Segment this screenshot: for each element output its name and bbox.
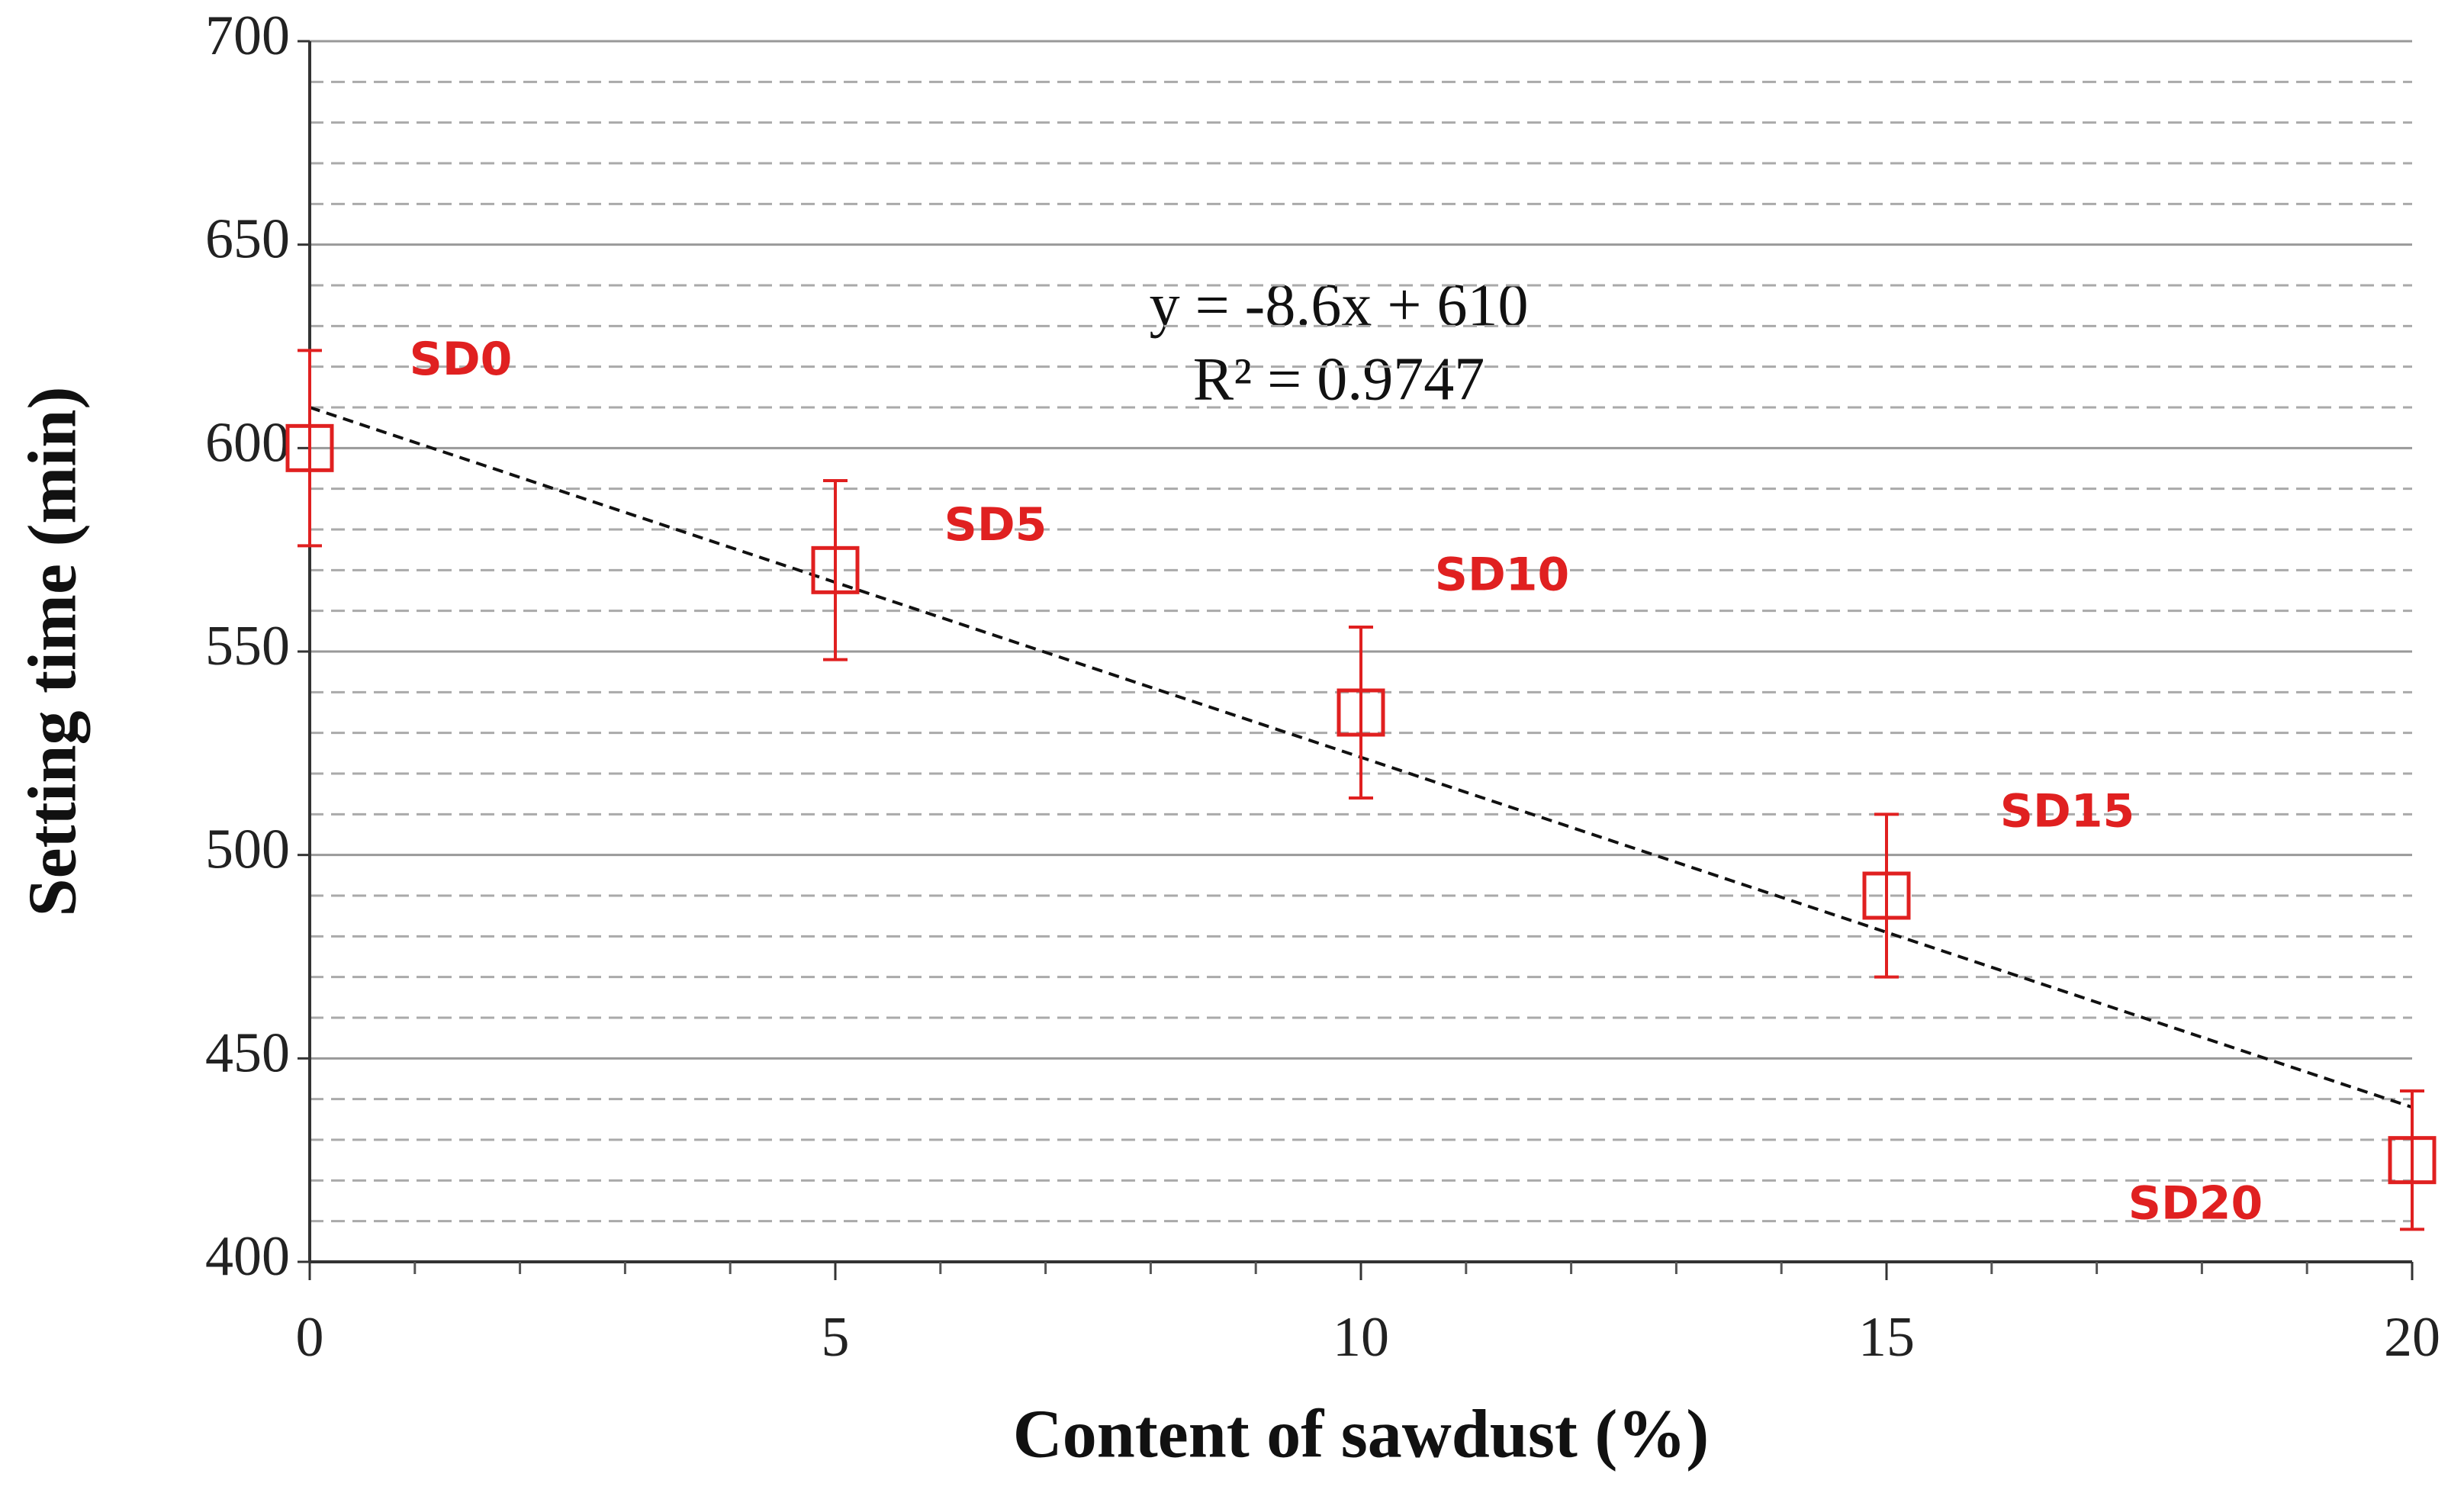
marker <box>1337 688 1385 737</box>
marker <box>2388 1136 2437 1185</box>
x-tick-label: 20 <box>2384 1306 2440 1369</box>
point-label: SD5 <box>944 498 1047 552</box>
y-axis-title: Setting time (min) <box>15 387 91 917</box>
marker <box>1862 871 1911 920</box>
y-tick-label: 550 <box>205 615 290 677</box>
x-tick-label: 0 <box>296 1306 324 1369</box>
y-tick-label: 700 <box>205 5 290 67</box>
point-label: SD10 <box>1435 549 1570 602</box>
y-tick-label: 500 <box>205 819 290 881</box>
point-label: SD0 <box>410 333 513 386</box>
y-tick-label: 400 <box>205 1225 290 1288</box>
x-axis-title: Content of sawdust (%) <box>1013 1397 1710 1472</box>
x-tick-label: 15 <box>1858 1306 1915 1369</box>
marker <box>285 423 334 472</box>
marker <box>811 545 860 594</box>
y-tick-label: 650 <box>205 208 290 271</box>
x-tick-label: 10 <box>1333 1306 1389 1369</box>
y-tick-label: 450 <box>205 1022 290 1084</box>
trendline-equation: y = -8.6x + 610 <box>1150 272 1529 339</box>
point-label: SD15 <box>2000 785 2135 838</box>
point-label: SD20 <box>2128 1176 2263 1230</box>
x-tick-label: 5 <box>822 1306 850 1369</box>
y-tick-label: 600 <box>205 411 290 474</box>
trendline-r-squared: R² = 0.9747 <box>1193 346 1485 413</box>
